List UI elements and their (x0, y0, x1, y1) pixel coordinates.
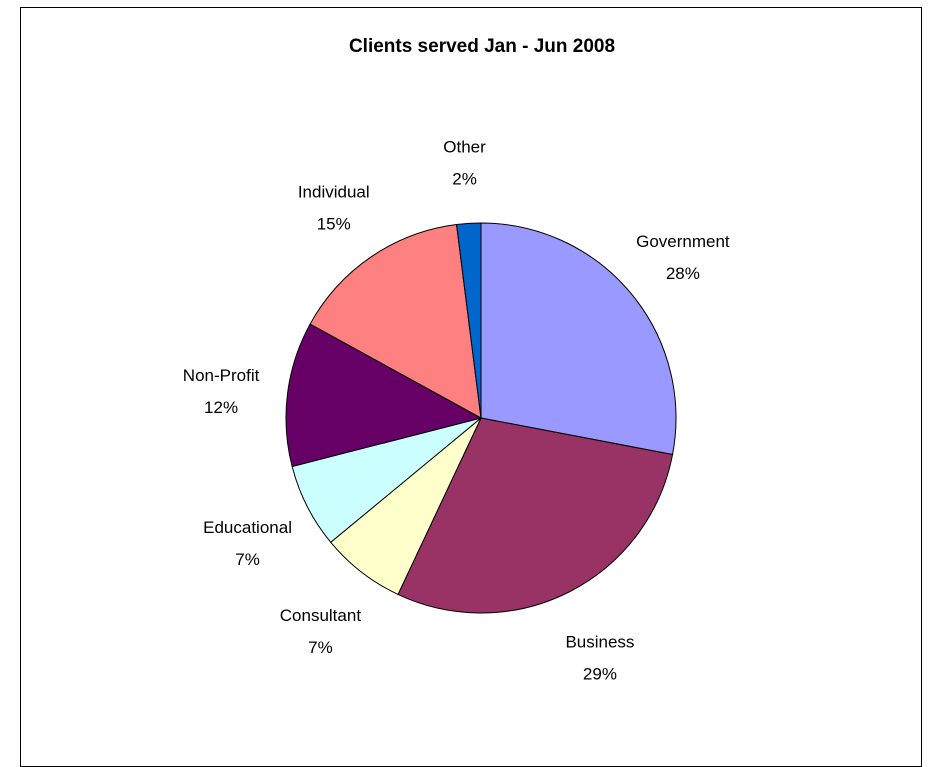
slice-percent-label: 12% (204, 398, 238, 417)
pie-slices (285, 222, 677, 614)
slice-label-other: Other 2% (443, 138, 486, 189)
slice-percent-label: 29% (583, 664, 617, 683)
slice-percent-label: 2% (452, 170, 477, 189)
slice-category-label: Business (565, 632, 634, 651)
pie-slice-business (397, 417, 674, 614)
pie-slice-individual (309, 223, 482, 419)
slice-label-educational: Educational 7% (203, 518, 292, 569)
slice-label-consultant: Consultant 7% (280, 606, 362, 657)
slice-label-business: Business 29% (565, 632, 634, 683)
pie-slice-government (480, 222, 677, 456)
slice-category-label: Other (443, 138, 486, 157)
slice-percent-label: 28% (666, 264, 700, 283)
pie-slice-non-profit (285, 323, 483, 468)
slice-percent-label: 7% (308, 638, 333, 657)
slice-label-government: Government 28% (636, 232, 730, 283)
slice-category-label: Educational (203, 518, 292, 537)
slice-label-individual: Individual 15% (298, 182, 370, 233)
pie-slice-other (456, 222, 482, 419)
slice-category-label: Consultant (280, 606, 362, 625)
slice-category-label: Government (636, 232, 730, 251)
slice-label-non-profit: Non-Profit 12% (183, 366, 260, 417)
chart-title: Clients served Jan - Jun 2008 (349, 36, 615, 57)
slice-category-label: Individual (298, 182, 370, 201)
slice-percent-label: 7% (235, 550, 260, 569)
slice-percent-label: 15% (317, 214, 351, 233)
slice-labels: Government 28%Business 29%Consultant 7%Educ… (183, 138, 730, 684)
slice-category-label: Non-Profit (183, 366, 260, 385)
